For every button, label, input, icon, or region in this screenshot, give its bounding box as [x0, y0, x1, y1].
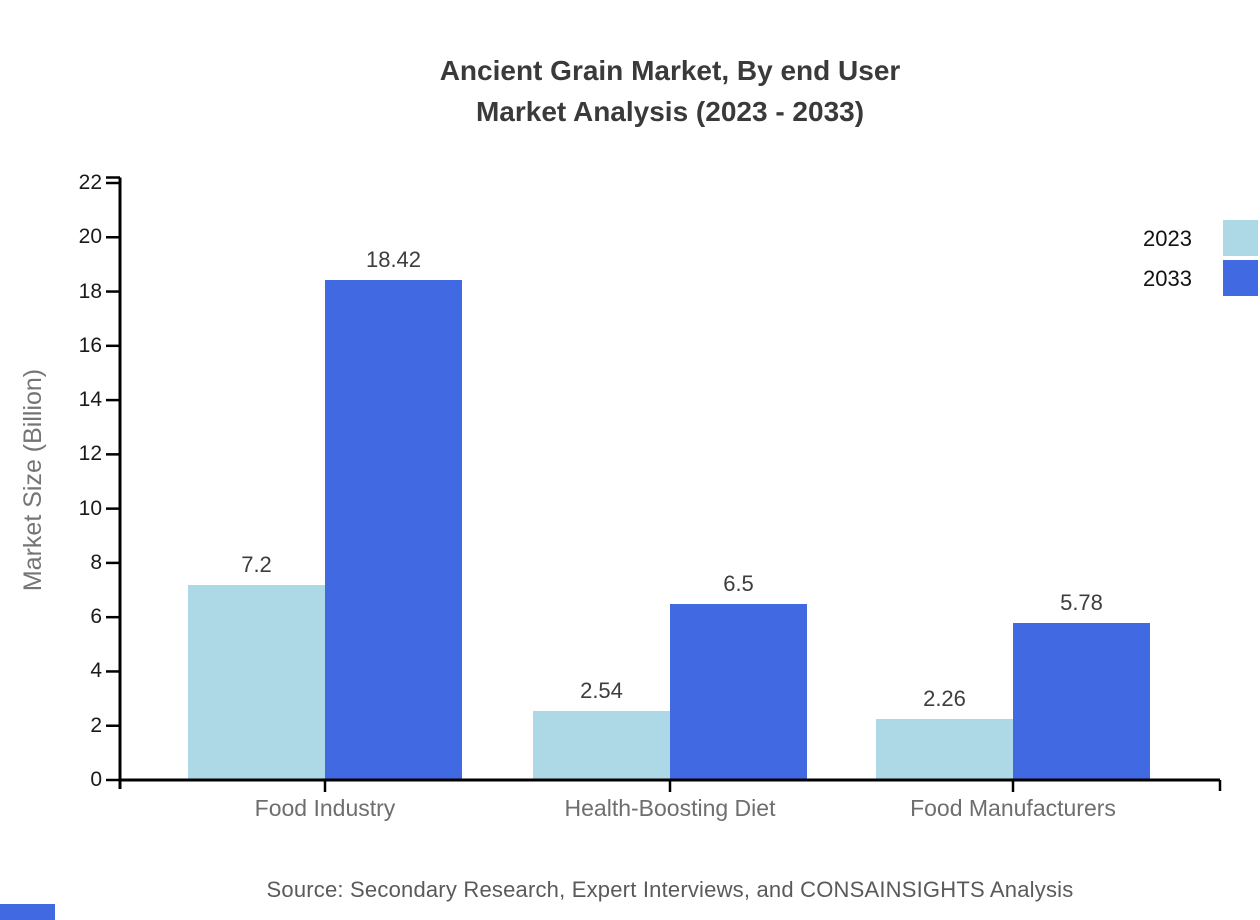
bar-value-label: 18.42 — [365, 247, 422, 273]
bar-2023-1 — [533, 711, 670, 780]
bar-2033-1 — [670, 603, 807, 780]
y-tick-label: 0 — [90, 768, 102, 791]
bar-2023-0 — [188, 584, 325, 780]
legend-swatch-2023 — [1223, 220, 1258, 256]
x-category-label: Health-Boosting Diet — [564, 795, 776, 821]
bar-value-label: 2.26 — [923, 685, 966, 711]
x-category-label: Food Industry — [254, 795, 396, 821]
bar-value-label: 6.5 — [723, 570, 754, 596]
chart-title-line2: Market Analysis (2023 - 2033) — [475, 96, 865, 127]
bar-value-label: 2.54 — [580, 678, 623, 704]
chart-title-line1: Ancient Grain Market, By end User — [439, 55, 901, 86]
legend-label-2033: 2033 — [1143, 266, 1192, 291]
y-tick-label: 16 — [78, 333, 102, 357]
y-tick-label: 20 — [78, 225, 102, 249]
bar-2033-0 — [325, 280, 462, 780]
y-tick-label: 18 — [78, 279, 102, 303]
y-tick-label: 14 — [78, 388, 102, 412]
y-tick-label: 10 — [78, 496, 102, 520]
bar-2033-2 — [1013, 623, 1150, 780]
y-tick-label: 4 — [90, 659, 102, 683]
watermark-square — [0, 904, 55, 920]
y-tick-label: 2 — [90, 713, 102, 737]
bar-value-label: 5.78 — [1060, 590, 1103, 616]
bar-value-label: 7.2 — [241, 551, 272, 577]
y-tick-label: 22 — [78, 171, 102, 194]
chart-title: Ancient Grain Market, By end User Market… — [120, 50, 1220, 132]
y-tick-label: 8 — [90, 550, 102, 574]
y-tick-label: 12 — [78, 442, 102, 466]
bar-2023-2 — [876, 718, 1013, 780]
x-category-label: Food Manufacturers — [910, 795, 1116, 821]
y-tick-label: 6 — [90, 605, 102, 629]
legend-swatch-2033 — [1223, 260, 1258, 296]
source-attribution: Source: Secondary Research, Expert Inter… — [266, 877, 1074, 902]
legend-label-2023: 2023 — [1143, 226, 1192, 251]
